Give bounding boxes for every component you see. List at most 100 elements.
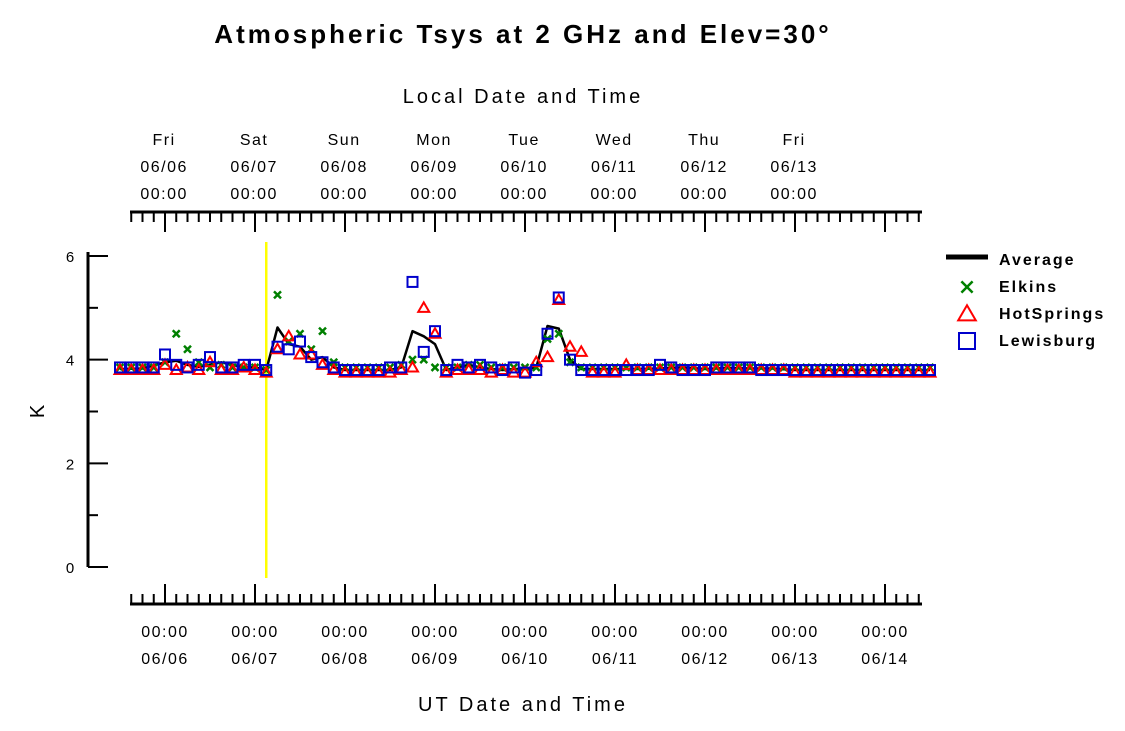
bottom-axis-title: UT Date and Time	[418, 694, 628, 716]
elkins-point	[171, 329, 181, 339]
bottom-tick-time: 00:00	[591, 624, 639, 641]
hotsprings-point	[585, 365, 600, 378]
hotsprings-point	[146, 362, 161, 376]
lewisburg-point	[260, 364, 273, 377]
lewisburg-point	[710, 361, 723, 374]
top-tick-time: 00:00	[770, 186, 818, 203]
hotsprings-point	[270, 341, 285, 355]
axes: 00:00 06/06 00:00 06/07 00:00 06/08 00:00 06/09…	[66, 132, 922, 668]
lewisburg-point	[147, 361, 160, 374]
lewisburg-point	[609, 364, 621, 377]
lewisburg-point	[755, 364, 768, 377]
bottom-tick-date: 06/12	[681, 651, 729, 668]
bottom-tick-time: 00:00	[771, 624, 819, 641]
lewisburg-point	[339, 364, 351, 377]
top-tick-date: 06/12	[680, 159, 728, 176]
bottom-tick-date: 06/07	[231, 651, 279, 668]
hotsprings-point	[304, 346, 319, 360]
lewisburg-point	[732, 361, 745, 374]
lewisburg-point	[372, 364, 385, 377]
legend-item-elkins: Elkins	[960, 279, 1058, 296]
hotsprings-point	[855, 365, 870, 378]
legend-item-average: Average	[946, 252, 1074, 269]
lewisburg-point	[597, 364, 610, 377]
elkins-point	[205, 363, 215, 372]
hotsprings-point	[844, 365, 859, 378]
hotsprings-point	[562, 339, 578, 352]
lewisburg-point	[204, 351, 216, 364]
lewisburg-point	[294, 335, 306, 348]
lewisburg-point	[271, 340, 284, 353]
lewisburg-point	[766, 364, 779, 377]
top-tick-date: 06/09	[410, 159, 458, 176]
lewisburg-point	[462, 361, 475, 374]
lewisburg-point	[890, 364, 903, 377]
lewisburg-point	[620, 364, 633, 377]
top-tick-time: 00:00	[590, 186, 638, 203]
lewisburg-point	[249, 358, 261, 371]
hotsprings-point	[427, 326, 443, 339]
lewisburg-point	[586, 364, 599, 377]
hotsprings-point	[236, 359, 251, 373]
hotsprings-point	[911, 365, 926, 378]
hotsprings-point	[461, 362, 476, 376]
hotsprings-point	[742, 362, 758, 376]
lewisburg-point	[822, 364, 835, 377]
legend-swatch-hotsprings	[956, 303, 978, 322]
hotsprings-point	[731, 362, 746, 376]
hotsprings-point	[439, 365, 454, 378]
hotsprings-point	[551, 292, 566, 306]
lewisburg-point	[361, 364, 374, 377]
hotsprings-point	[889, 365, 904, 378]
top-tick-time: 00:00	[320, 186, 368, 203]
lewisburg-point	[350, 364, 363, 377]
hotsprings-point	[720, 362, 735, 376]
elkins-point	[183, 344, 192, 354]
hotsprings-point	[124, 362, 139, 376]
y-tick-label: 4	[66, 353, 74, 370]
top-tick-time: 00:00	[410, 186, 458, 203]
bottom-tick-time: 00:00	[321, 624, 369, 641]
lewisburg-point	[924, 364, 936, 377]
lewisburg-point	[699, 364, 711, 377]
lewisburg-point	[867, 364, 880, 377]
average-line	[119, 324, 930, 372]
top-tick-day: Thu	[688, 132, 720, 149]
bottom-tick-time: 00:00	[681, 624, 729, 641]
bottom-tick-time: 00:00	[411, 624, 459, 641]
lewisburg-point	[552, 291, 565, 304]
hotsprings-point	[540, 349, 555, 363]
y-tick-label: 0	[66, 560, 74, 577]
hotsprings-point	[371, 365, 386, 378]
hotsprings-point	[214, 362, 229, 376]
series-layer	[112, 275, 938, 379]
hotsprings-point	[799, 365, 814, 378]
lewisburg-point	[327, 361, 340, 374]
lewisburg-point	[226, 361, 239, 374]
lewisburg-point	[575, 364, 588, 377]
top-tick-day: Sat	[240, 132, 269, 149]
lewisburg-point	[721, 361, 734, 374]
top-axis-title: Local Date and Time	[403, 86, 643, 108]
hotsprings-point	[225, 362, 240, 376]
hotsprings-point	[922, 365, 938, 378]
elkins-point	[273, 290, 282, 300]
lewisburg-point	[215, 361, 228, 374]
hotsprings-point	[394, 362, 409, 376]
bottom-tick-time: 00:00	[501, 624, 549, 641]
hotsprings-point	[416, 300, 431, 313]
hotsprings-point	[405, 359, 420, 373]
elkins-point	[430, 363, 440, 372]
hotsprings-point	[337, 365, 353, 378]
y-axis-title: K	[27, 402, 49, 418]
bottom-tick-time: 00:00	[231, 624, 279, 641]
legend-label: HotSprings	[999, 306, 1105, 323]
lewisburg-point	[834, 364, 846, 377]
hotsprings-point	[607, 365, 623, 378]
lewisburg-point	[642, 364, 655, 377]
hotsprings-point	[900, 365, 915, 378]
lewisburg-point	[564, 353, 576, 366]
hotsprings-point	[326, 362, 341, 376]
legend-label: Elkins	[999, 279, 1058, 296]
